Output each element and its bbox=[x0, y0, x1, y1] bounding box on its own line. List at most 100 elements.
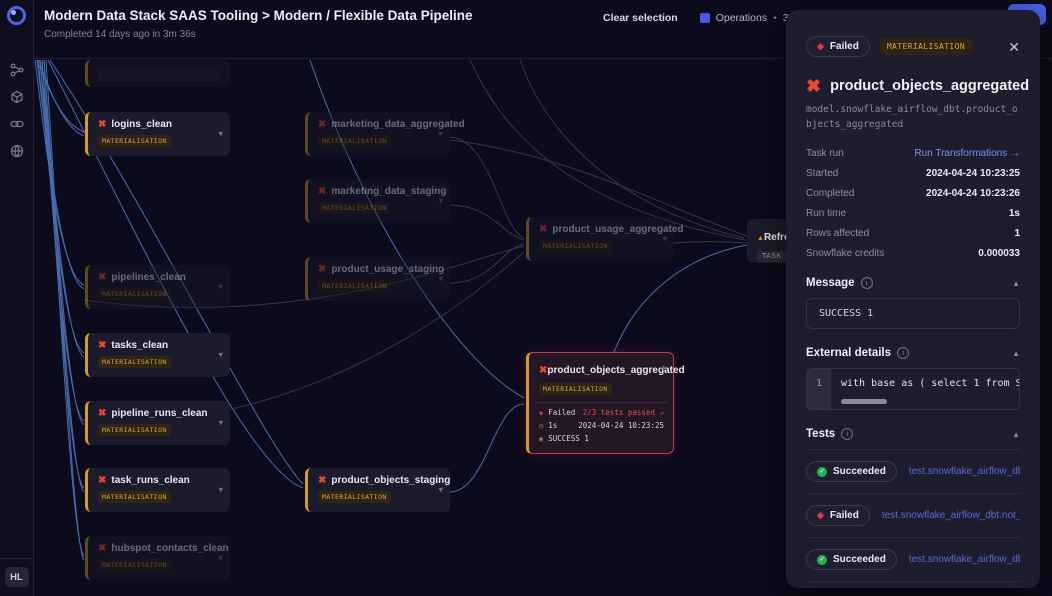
dbt-icon: ✖ bbox=[98, 339, 107, 351]
pipelines-dag-icon[interactable] bbox=[10, 63, 24, 77]
node-title: marketing_data_staging bbox=[331, 186, 447, 197]
node-title: product_objects_aggregated bbox=[547, 365, 685, 376]
detail-row: Run time 1s bbox=[806, 208, 1020, 220]
node-title: hubspot_contacts_clean bbox=[111, 543, 229, 554]
node-title: marketing_data_aggregated bbox=[331, 119, 465, 130]
collapse-caret-icon[interactable]: ▲ bbox=[1012, 278, 1020, 288]
materialisation-badge: MATERIALISATION bbox=[98, 424, 171, 436]
node-product-objects-staging[interactable]: ✖ product_objects_staging MATERIALISATION… bbox=[305, 468, 450, 512]
materialisation-badge: MATERIALISATION bbox=[879, 38, 973, 55]
chevron-down-icon[interactable]: ▾ bbox=[438, 484, 443, 495]
test-row: ✓Succeeded test.snowflake_airflow_dbt.un… bbox=[806, 450, 1020, 495]
line-number: 1 bbox=[807, 369, 831, 410]
materialisation-badge: MATERIALISATION bbox=[318, 280, 391, 292]
collapse-caret-icon[interactable]: ▲ bbox=[1012, 429, 1020, 439]
node-marketing-data-staging[interactable]: ✖ marketing_data_staging MATERIALISATION … bbox=[305, 179, 450, 223]
dbt-icon: ✖ bbox=[318, 474, 327, 486]
node-skeleton bbox=[98, 68, 220, 81]
dbt-icon: ✖ bbox=[98, 542, 107, 554]
model-path: model.snowflake_airflow_dbt.product_obje… bbox=[806, 104, 1018, 130]
node-pipeline-runs-clean[interactable]: ✖ pipeline_runs_clean MATERIALISATION ▾ bbox=[85, 401, 230, 445]
node-task-runs-clean[interactable]: ✖ task_runs_clean MATERIALISATION ▾ bbox=[85, 468, 230, 512]
failed-diamond-icon: ◆ bbox=[817, 510, 824, 521]
tests-section-header: Tests i ▲ bbox=[806, 428, 1020, 451]
node-title: task_runs_clean bbox=[111, 475, 190, 486]
node-logins-clean[interactable]: ✖ logins_clean MATERIALISATION ▾ bbox=[85, 112, 230, 156]
chevron-down-icon[interactable]: ▾ bbox=[218, 349, 223, 360]
materialisation-badge: MATERIALISATION bbox=[318, 135, 391, 147]
test-link[interactable]: test.snowflake_airflow_dbt.unique_pro bbox=[908, 466, 1020, 478]
chevron-down-icon[interactable]: ▾ bbox=[218, 552, 223, 563]
chevron-down-icon[interactable]: ▾ bbox=[438, 128, 443, 139]
node-partial[interactable] bbox=[85, 60, 230, 87]
bullet: • bbox=[773, 12, 777, 24]
panel-title: product_objects_aggregated bbox=[830, 78, 1030, 94]
dbt-icon: ✖ bbox=[98, 474, 107, 486]
node-marketing-data-aggregated[interactable]: ✖ marketing_data_aggregated MATERIALISATI… bbox=[305, 112, 465, 156]
task-badge: TASK bbox=[757, 251, 787, 262]
dbt-icon: ✖ bbox=[539, 365, 548, 376]
dbt-icon: ✖ bbox=[98, 407, 107, 419]
dbt-icon: ✖ bbox=[318, 185, 327, 197]
horizontal-scrollbar[interactable] bbox=[841, 399, 887, 405]
run-transformations-link[interactable]: Run Transformations → bbox=[914, 148, 1020, 160]
node-timestamp: 2024-04-24 10:23:25 bbox=[578, 421, 664, 430]
node-status: Failed bbox=[548, 408, 576, 417]
message-section-header: Message i ▲ bbox=[806, 277, 1020, 290]
collapse-caret-icon[interactable]: ▲ bbox=[1012, 348, 1020, 358]
chevron-down-icon[interactable]: ▾ bbox=[438, 273, 443, 284]
status-pill-succeeded: ✓ Succeeded bbox=[806, 461, 897, 483]
node-product-objects-aggregated-selected[interactable]: ✖product_objects_aggregated ▴ MATERIALIS… bbox=[526, 352, 685, 454]
test-link[interactable]: test.snowflake_airflow_dbt.not_null_pr bbox=[881, 510, 1020, 522]
node-product-usage-staging[interactable]: ✖ product_usage_staging MATERIALISATION ▾ bbox=[305, 257, 450, 301]
node-title: product_objects_staging bbox=[331, 475, 451, 486]
materialisation-badge: MATERIALISATION bbox=[98, 356, 171, 368]
close-icon[interactable]: ✕ bbox=[1008, 38, 1020, 55]
materialisation-badge: MATERIALISATION bbox=[318, 202, 391, 214]
node-tasks-clean[interactable]: ✖ tasks_clean MATERIALISATION ▾ bbox=[85, 333, 230, 377]
globe-icon[interactable] bbox=[10, 144, 24, 158]
dbt-icon: ✖ bbox=[318, 118, 327, 130]
node-product-usage-aggregated[interactable]: ✖ product_usage_aggregated MATERIALISATIO… bbox=[526, 217, 684, 261]
chevron-down-icon[interactable]: ▾ bbox=[218, 484, 223, 495]
chevron-down-icon[interactable]: ▾ bbox=[218, 417, 223, 428]
operations-counter: Operations • 35 bbox=[699, 12, 794, 24]
warning-triangle-icon: ▲ bbox=[757, 235, 764, 242]
chevron-down-icon[interactable]: ▾ bbox=[438, 195, 443, 206]
node-pipelines-clean[interactable]: ✖ pipelines_clean MATERIALISATION ▾ bbox=[85, 265, 230, 309]
node-title: pipeline_runs_clean bbox=[111, 408, 208, 419]
test-link[interactable]: test.snowflake_airflow_dbt.not_null_pr bbox=[908, 554, 1020, 566]
chevron-down-icon[interactable]: ▾ bbox=[218, 281, 223, 292]
node-title: Refre bbox=[763, 232, 790, 243]
integrations-link-icon[interactable] bbox=[9, 117, 24, 131]
chevron-up-icon[interactable]: ▴ bbox=[661, 361, 666, 372]
external-details-section-header: External details i ▲ bbox=[806, 347, 1020, 360]
materialisation-badge: MATERIALISATION bbox=[539, 240, 612, 252]
clear-selection-button[interactable]: Clear selection bbox=[603, 12, 678, 24]
sql-code[interactable]: with base as ( select 1 from SNOWFLAKE bbox=[831, 369, 1019, 409]
info-icon[interactable]: i bbox=[860, 277, 873, 290]
details-panel: ◆ Failed MATERIALISATION ✕ ✖ product_obje… bbox=[786, 10, 1040, 588]
tests-summary-link[interactable]: 2/3 tests passed ↗ bbox=[582, 408, 664, 417]
chevron-down-icon[interactable]: ▾ bbox=[218, 128, 223, 139]
cube-icon[interactable] bbox=[10, 90, 24, 104]
operations-label: Operations bbox=[715, 12, 768, 24]
materialisation-badge: MATERIALISATION bbox=[98, 559, 171, 571]
user-avatar[interactable]: HL bbox=[4, 567, 29, 587]
info-icon[interactable]: i bbox=[841, 428, 854, 441]
message-box: SUCCESS 1 bbox=[806, 298, 1020, 330]
node-title: logins_clean bbox=[111, 119, 172, 130]
dbt-icon: ✖ bbox=[318, 263, 327, 275]
app-logo[interactable] bbox=[7, 6, 26, 25]
dbt-icon: ✖ bbox=[539, 223, 548, 235]
status-pill-succeeded: ✓ Succeeded bbox=[806, 549, 897, 571]
info-icon[interactable]: i bbox=[897, 347, 910, 360]
detail-row: Completed 2024-04-24 10:23:26 bbox=[806, 188, 1020, 200]
detail-row: Task run Run Transformations → bbox=[806, 148, 1020, 160]
dbt-icon: ✖ bbox=[98, 271, 107, 283]
detail-row: Started 2024-04-24 10:23:25 bbox=[806, 168, 1020, 180]
node-message: SUCCESS 1 bbox=[548, 434, 589, 443]
node-hubspot-contacts-clean[interactable]: ✖ hubspot_contacts_clean MATERIALISATION … bbox=[85, 536, 230, 580]
chevron-down-icon[interactable]: ▾ bbox=[662, 233, 667, 244]
